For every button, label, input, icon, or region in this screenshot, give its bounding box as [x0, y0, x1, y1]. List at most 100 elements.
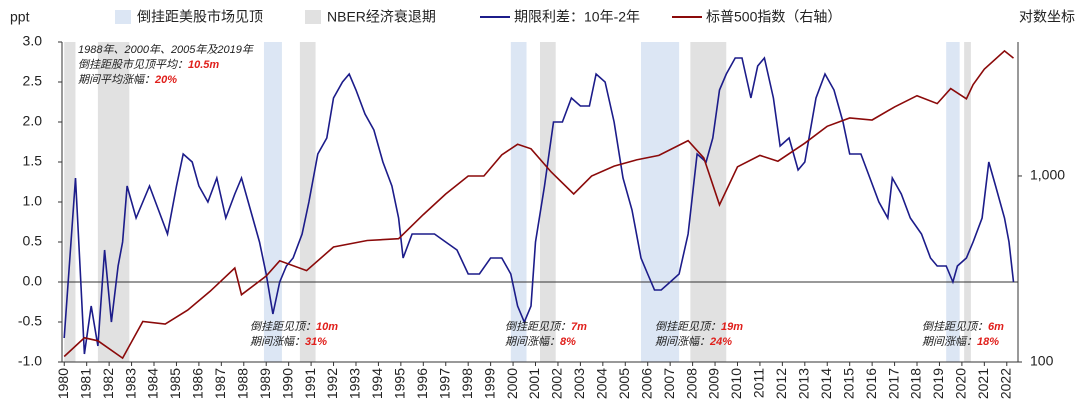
event-value: 19m	[721, 321, 743, 333]
x-tick-label: 2005	[616, 368, 632, 399]
x-tick-label: 1989	[257, 368, 273, 399]
x-tick-label: 2018	[908, 368, 924, 399]
x-tick-label: 2004	[594, 368, 610, 399]
event-note: 倒挂距见顶：10m	[250, 320, 338, 333]
y-tick-label: 1.5	[23, 153, 43, 169]
x-tick-label: 1986	[190, 368, 206, 399]
y-tick-label: 3.0	[23, 33, 43, 49]
legend-label: 倒挂距美股市场见顶	[137, 9, 263, 25]
event-label: 倒挂距见顶：	[922, 320, 988, 333]
x-tick-label: 2020	[953, 368, 969, 399]
shaded-band	[64, 42, 76, 362]
event-value: 8%	[560, 336, 576, 348]
y2-tick-label: 100	[1030, 353, 1054, 369]
shaded-band	[964, 42, 971, 362]
event-note: 期间涨幅：31%	[250, 335, 327, 348]
y-tick-label: 1.0	[23, 193, 43, 209]
series-line	[63, 56, 1015, 355]
x-tick-label: 1990	[279, 368, 295, 399]
x-tick-label: 1980	[55, 368, 71, 399]
legend-swatch	[115, 10, 131, 24]
event-value: 24%	[709, 336, 732, 348]
x-tick-label: 1997	[436, 368, 452, 399]
x-tick-label: 1998	[459, 368, 475, 399]
x-tick-label: 2013	[796, 368, 812, 399]
legend-label: 期限利差：10年-2年	[514, 9, 640, 25]
x-tick-label: 1988	[234, 368, 250, 399]
note-label: 倒挂距股市见顶平均：	[78, 58, 188, 71]
y-tick-label: 0.0	[23, 273, 43, 289]
x-tick-label: 1982	[100, 368, 116, 399]
y-tick-label: 2.5	[23, 73, 43, 89]
event-value: 10m	[316, 321, 338, 333]
legend-label: 标普500指数（右轴）	[706, 9, 841, 25]
legend-label: NBER经济衰退期	[327, 9, 436, 25]
event-note: 期间涨幅：8%	[505, 335, 576, 348]
x-tick-label: 2017	[885, 368, 901, 399]
x-tick-label: 1981	[77, 368, 93, 399]
x-tick-label: 1994	[369, 368, 385, 399]
x-tick-label: 2008	[683, 368, 699, 399]
y-tick-label: -0.5	[18, 313, 42, 329]
event-note: 倒挂距见顶：6m	[922, 320, 1004, 333]
x-tick-label: 2000	[504, 368, 520, 399]
y-axis-label: ppt	[10, 9, 30, 25]
y2-tick-label: 1,000	[1030, 167, 1065, 183]
shaded-band	[640, 42, 680, 362]
event-label: 倒挂距见顶：	[655, 320, 721, 333]
event-value: 7m	[571, 321, 587, 333]
shaded-band	[97, 42, 130, 362]
series-line	[63, 49, 1014, 360]
x-tick-label: 2019	[930, 368, 946, 399]
x-tick-label: 1984	[145, 368, 161, 399]
x-tick-label: 2012	[773, 368, 789, 399]
x-tick-label: 1985	[167, 368, 183, 399]
event-label: 倒挂距见顶：	[505, 320, 571, 333]
note-line: 期间平均涨幅：20%	[78, 73, 177, 86]
x-tick-label: 1992	[324, 368, 340, 399]
event-label: 期间涨幅：	[250, 335, 305, 348]
x-tick-label: 2002	[549, 368, 565, 399]
x-tick-label: 1993	[347, 368, 363, 399]
note-title: 1988年、2000年、2005年及2019年	[78, 43, 254, 56]
event-note: 倒挂距见顶：19m	[655, 320, 743, 333]
x-tick-label: 2010	[728, 368, 744, 399]
x-tick-label: 2001	[526, 368, 542, 399]
y-tick-label: 2.0	[23, 113, 43, 129]
x-tick-label: 2011	[751, 368, 767, 398]
x-tick-label: 1987	[212, 368, 228, 399]
x-tick-label: 1995	[392, 368, 408, 399]
event-note: 期间涨幅：24%	[655, 335, 732, 348]
event-value: 31%	[305, 336, 327, 348]
event-note: 倒挂距见顶：7m	[505, 320, 587, 333]
x-tick-label: 1999	[481, 368, 497, 399]
event-label: 倒挂距见顶：	[250, 320, 316, 333]
x-tick-label: 1991	[302, 368, 318, 399]
event-value: 6m	[988, 321, 1004, 333]
x-tick-label: 2003	[571, 368, 587, 399]
y2-axis-label: 对数坐标	[1019, 9, 1075, 25]
x-tick-label: 2007	[661, 368, 677, 399]
x-tick-label: 1996	[414, 368, 430, 399]
note-value: 10.5m	[188, 59, 219, 71]
note-label: 期间平均涨幅：	[78, 73, 155, 86]
legend-swatch	[305, 10, 321, 24]
x-tick-label: 1983	[122, 368, 138, 399]
x-tick-label: 2016	[863, 368, 879, 399]
event-value: 18%	[977, 336, 999, 348]
note-line: 倒挂距股市见顶平均：10.5m	[78, 58, 219, 71]
x-tick-label: 2009	[706, 368, 722, 399]
x-tick-label: 2006	[638, 368, 654, 399]
event-note: 期间涨幅：18%	[922, 335, 999, 348]
y-tick-label: 0.5	[23, 233, 43, 249]
shaded-band	[510, 42, 527, 362]
event-label: 期间涨幅：	[505, 335, 560, 348]
shaded-band	[299, 42, 316, 362]
event-label: 期间涨幅：	[922, 335, 977, 348]
x-tick-label: 2014	[818, 368, 834, 399]
note-value: 20%	[154, 74, 177, 86]
x-tick-label: 2022	[997, 368, 1013, 399]
event-label: 期间涨幅：	[655, 335, 710, 348]
x-tick-label: 2015	[840, 368, 856, 399]
